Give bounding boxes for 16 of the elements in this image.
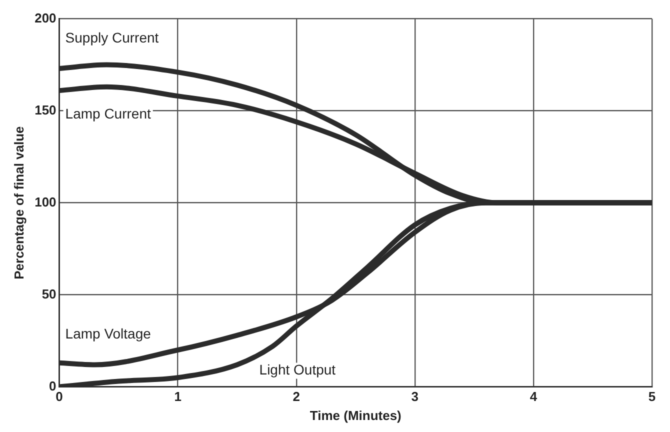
y-axis-title: Percentage of final value <box>11 126 26 280</box>
x-tick-label: 5 <box>648 389 656 404</box>
x-tick-label: 1 <box>174 389 182 404</box>
x-tick-label: 4 <box>530 389 538 404</box>
y-tick-label: 150 <box>34 102 56 118</box>
series-label: Supply Current <box>65 29 159 46</box>
x-tick-label: 3 <box>411 389 419 404</box>
y-tick-label: 50 <box>42 286 56 302</box>
y-tick-label: 100 <box>34 194 56 210</box>
series-label: Lamp Voltage <box>65 326 152 342</box>
y-tick-label: 200 <box>34 10 56 26</box>
x-tick-label: 2 <box>292 389 300 404</box>
series-label: Light Output <box>259 362 336 378</box>
x-axis-title: Time (Minutes) <box>310 408 402 423</box>
y-tick-label: 0 <box>49 378 56 394</box>
series-label: Lamp Current <box>65 105 151 122</box>
